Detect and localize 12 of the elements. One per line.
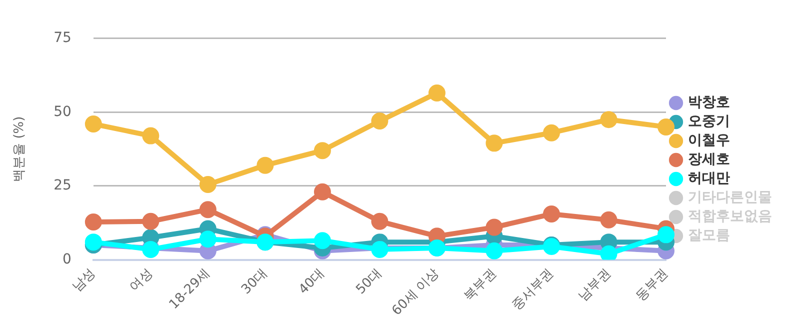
y-axis-title: 백분율 (%): [12, 116, 28, 182]
x-tick-label: 남성: [70, 266, 99, 295]
y-tick-label: 50: [54, 104, 72, 120]
legend-label: 이철우: [688, 132, 730, 149]
legend-label: 오중기: [688, 114, 730, 130]
legend-label: 장세호: [688, 152, 730, 168]
y-tick-label: 0: [62, 251, 72, 268]
legend-label: 허대만: [688, 170, 730, 187]
legend-label: 박창호: [688, 94, 730, 111]
x-tick-label: 여성: [126, 266, 156, 295]
y-tick-label: 75: [54, 30, 72, 46]
y-tick-label: 25: [54, 178, 72, 194]
